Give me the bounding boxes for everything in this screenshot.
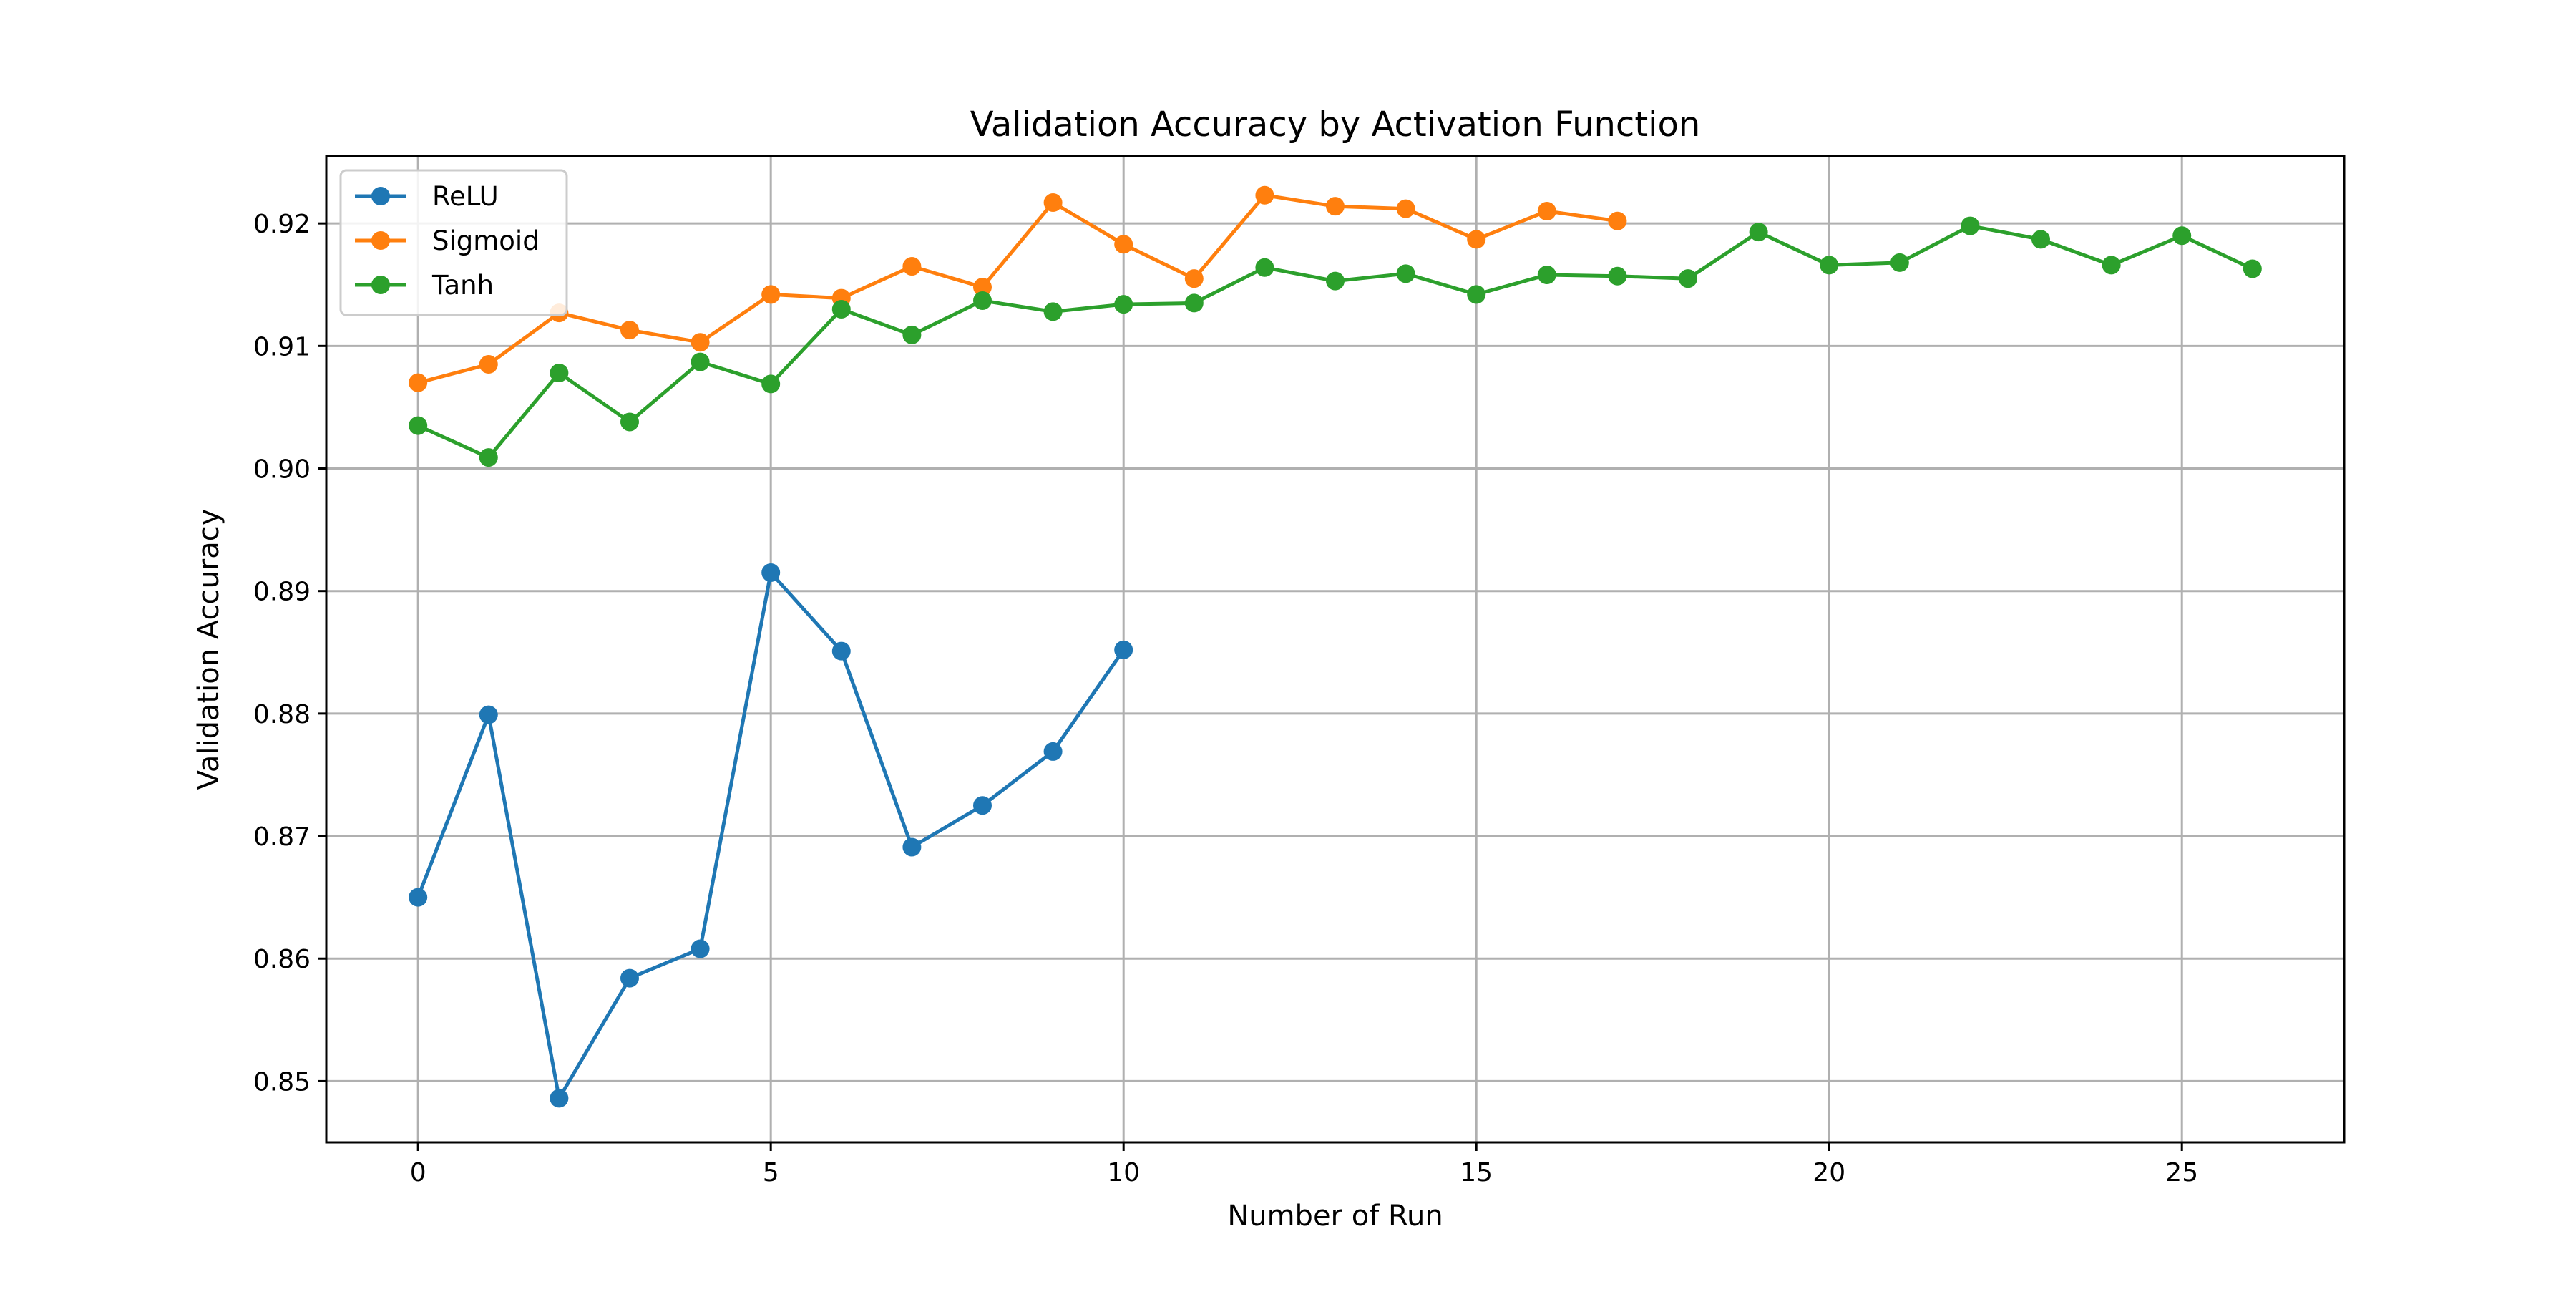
data-point-relu: [761, 563, 781, 583]
data-point-tanh: [550, 363, 569, 382]
data-point-tanh: [1326, 271, 1345, 291]
data-point-tanh: [972, 291, 992, 310]
data-point-sigmoid: [409, 373, 428, 392]
series-tanh: [409, 216, 2262, 467]
data-point-tanh: [479, 448, 498, 467]
data-point-tanh: [2243, 259, 2262, 278]
data-point-tanh: [1396, 264, 1415, 283]
data-point-tanh: [761, 374, 781, 394]
legend: ReLU Sigmoid Tanh: [339, 169, 568, 316]
y-tick-label: 0.90: [253, 455, 311, 485]
data-point-relu: [831, 641, 851, 661]
x-tick-label: 20: [1813, 1158, 1845, 1187]
x-tick-label: 0: [410, 1158, 426, 1187]
data-point-sigmoid: [1043, 193, 1063, 213]
data-point-relu: [550, 1089, 569, 1108]
x-tick-label: 15: [1460, 1158, 1493, 1187]
y-tick-label: 0.85: [253, 1067, 311, 1097]
data-point-relu: [972, 796, 992, 815]
series-sigmoid: [409, 185, 1627, 392]
data-point-tanh: [1679, 269, 1698, 288]
data-point-sigmoid: [1326, 197, 1345, 216]
data-point-relu: [1043, 742, 1063, 761]
x-tick-label: 25: [2165, 1158, 2198, 1187]
data-point-tanh: [1890, 253, 1909, 272]
legend-marker-sigmoid: [371, 231, 390, 250]
legend-item-relu: ReLU: [355, 181, 499, 212]
data-point-sigmoid: [1467, 230, 1486, 249]
data-point-relu: [902, 837, 922, 857]
y-tick-label: 0.87: [253, 822, 311, 852]
data-point-tanh: [1255, 258, 1274, 277]
series-layer: [409, 185, 2262, 1108]
y-tick-label: 0.91: [253, 332, 311, 361]
y-tick-label: 0.89: [253, 578, 311, 607]
legend-label-sigmoid: Sigmoid: [432, 225, 540, 256]
data-point-tanh: [1114, 295, 1133, 314]
data-point-tanh: [831, 299, 851, 319]
legend-label-relu: ReLU: [432, 181, 499, 212]
data-point-tanh: [1961, 216, 1980, 235]
data-point-tanh: [1043, 302, 1063, 321]
legend-label-tanh: Tanh: [431, 270, 494, 301]
data-point-tanh: [1749, 223, 1768, 242]
y-tick-label: 0.92: [253, 210, 311, 239]
data-point-tanh: [1608, 266, 1627, 286]
legend-box: [339, 169, 568, 316]
y-axis-label: Validation Accuracy: [192, 509, 225, 790]
legend-item-tanh: Tanh: [355, 270, 494, 301]
data-point-sigmoid: [691, 333, 710, 352]
data-point-sigmoid: [1608, 211, 1627, 230]
data-point-tanh: [1467, 285, 1486, 304]
series-relu: [409, 563, 1133, 1108]
data-point-tanh: [1184, 293, 1204, 313]
data-point-relu: [691, 939, 710, 958]
data-point-tanh: [409, 416, 428, 435]
data-point-sigmoid: [620, 321, 639, 340]
data-point-tanh: [620, 412, 639, 432]
data-point-sigmoid: [479, 355, 498, 374]
legend-marker-tanh: [371, 276, 390, 294]
data-point-sigmoid: [1114, 235, 1133, 254]
data-point-relu: [479, 705, 498, 724]
x-tick-label: 5: [763, 1158, 779, 1187]
data-point-sigmoid: [1184, 269, 1204, 288]
chart-title: Validation Accuracy by Activation Functi…: [970, 105, 1701, 145]
data-point-relu: [1114, 640, 1133, 659]
data-point-tanh: [1537, 266, 1556, 285]
data-point-relu: [409, 888, 428, 907]
x-tick-label: 10: [1107, 1158, 1140, 1187]
data-point-sigmoid: [761, 285, 781, 304]
data-point-tanh: [2031, 230, 2051, 249]
data-point-tanh: [2172, 226, 2192, 246]
data-point-relu: [620, 968, 639, 988]
data-point-sigmoid: [902, 257, 922, 276]
data-point-tanh: [2102, 256, 2121, 275]
data-point-sigmoid: [972, 278, 992, 297]
data-point-sigmoid: [1396, 199, 1415, 218]
data-point-sigmoid: [1537, 202, 1556, 221]
y-tick-label: 0.86: [253, 945, 311, 974]
grid-lines: [326, 156, 2344, 1142]
data-point-tanh: [902, 325, 922, 344]
y-tick-label: 0.88: [253, 700, 311, 729]
plot-frame: [325, 155, 2346, 1144]
x-axis-label: Number of Run: [1227, 1200, 1443, 1233]
data-point-tanh: [691, 352, 710, 371]
axis-ticks: 0 5 10 15 20 25 0.85 0.86 0.87 0.88 0.89 0.90 0.91 0.…: [253, 210, 2198, 1187]
legend-item-sigmoid: Sigmoid: [355, 225, 540, 256]
data-point-tanh: [1820, 256, 1839, 275]
data-point-sigmoid: [1255, 185, 1274, 205]
legend-marker-relu: [371, 187, 390, 205]
series-line-sigmoid: [417, 193, 1618, 385]
